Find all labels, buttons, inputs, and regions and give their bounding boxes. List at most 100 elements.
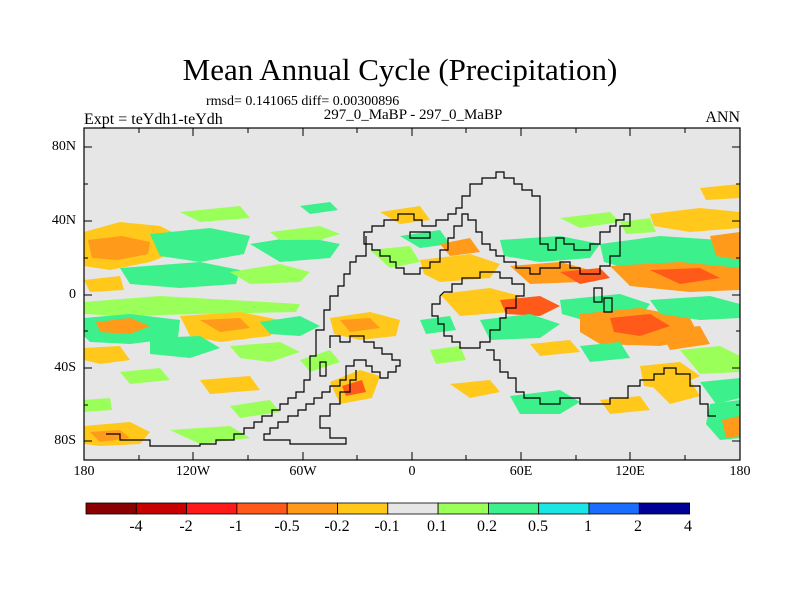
colorbar-box <box>538 502 590 515</box>
anomaly-patch <box>722 416 740 438</box>
anomaly-patch <box>430 346 466 364</box>
anomaly-patch <box>230 342 300 362</box>
anomaly-patch <box>500 236 600 262</box>
anomaly-patch <box>260 316 320 336</box>
land-outline <box>263 335 401 445</box>
colorbar-label: 4 <box>684 518 692 535</box>
anomaly-patch <box>84 296 300 316</box>
colorbar-box <box>186 502 238 515</box>
anomaly-patch <box>530 340 580 356</box>
anomaly-patch <box>84 398 112 412</box>
x-tick-label: 180 <box>729 464 751 479</box>
anomaly-patch <box>270 226 340 240</box>
colorbar-label: -4 <box>129 518 143 535</box>
colorbar-box <box>487 502 540 515</box>
y-tick-label: 40N <box>51 213 76 228</box>
colorbar-label: 0.5 <box>528 518 548 535</box>
anomaly-patch <box>230 400 280 418</box>
anomaly-patch <box>96 318 150 334</box>
anomaly-patch <box>580 342 630 362</box>
anomaly-patch <box>700 184 740 200</box>
anomaly-patch <box>440 288 520 316</box>
anomaly-patch <box>650 380 700 404</box>
colorbar-label: 0.2 <box>477 518 497 535</box>
y-tick-label: 80N <box>51 139 76 154</box>
colorbar-box <box>85 502 137 515</box>
anomaly-patch <box>500 296 560 316</box>
colorbar-label: -2 <box>179 518 193 535</box>
anomaly-patch <box>420 316 456 334</box>
colorbar-label: 1 <box>584 518 592 535</box>
colorbar-label: 0.1 <box>427 518 447 535</box>
anomaly-patch <box>250 236 340 262</box>
x-tick-label: 60W <box>289 464 317 479</box>
colorbar-box <box>437 502 489 515</box>
land-outline <box>409 231 431 239</box>
colorbar-box <box>638 502 690 515</box>
colorbar-box <box>236 502 288 515</box>
anomaly-patch <box>510 390 580 414</box>
anomaly-patch <box>560 212 620 228</box>
anomaly-patch <box>180 206 250 222</box>
anomaly-patch <box>230 264 310 284</box>
x-tick-label: 0 <box>408 464 416 479</box>
anomaly-patch <box>150 228 250 262</box>
anomaly-patches <box>84 184 740 446</box>
anomaly-patch <box>200 376 260 394</box>
colorbar-box <box>135 502 188 515</box>
y-tick-label: 40S <box>54 360 76 375</box>
anomaly-patch <box>370 246 420 268</box>
anomaly-patch <box>88 236 150 260</box>
y-tick-label: 80S <box>54 433 76 448</box>
land-outline <box>431 271 525 349</box>
chart-title: Mean Annual Cycle (Precipitation) <box>182 52 618 87</box>
anomaly-patch <box>620 218 656 234</box>
colorbar-label: -0.5 <box>274 518 300 535</box>
anomaly-patch <box>120 368 170 384</box>
anomaly-patch <box>560 268 610 284</box>
land-outline <box>603 297 613 313</box>
anomaly-patch <box>84 276 124 292</box>
x-tick-label: 180 <box>73 464 95 479</box>
anomaly-patch <box>610 314 670 336</box>
anomaly-patch <box>660 326 710 350</box>
anomaly-patch <box>650 208 740 232</box>
season-label: ANN <box>705 109 740 126</box>
anomaly-patch <box>450 380 500 398</box>
experiment-label: Expt = teYdh1-teYdh <box>84 111 223 128</box>
x-tick-label: 120W <box>175 464 211 479</box>
land-outline <box>106 236 367 447</box>
x-tick-label: 120E <box>615 464 645 479</box>
anomaly-patch <box>300 202 338 214</box>
y-tick-label: 0 <box>69 287 76 302</box>
colorbar-box <box>337 502 389 515</box>
anomaly-patch <box>650 296 740 320</box>
anomaly-patch <box>440 238 480 256</box>
colorbar-label: -0.2 <box>324 518 350 535</box>
x-tick-label: 60E <box>509 464 533 479</box>
subtitle: 297_0_MaBP - 297_0_MaBP <box>323 107 503 123</box>
anomaly-patch <box>84 346 130 364</box>
anomaly-patch <box>400 230 450 248</box>
anomaly-patch <box>700 378 740 404</box>
land-outline <box>593 287 603 303</box>
stats-text: rmsd= 0.141065 diff= 0.00300896 <box>206 94 400 109</box>
anomaly-patch <box>600 396 650 414</box>
anomaly-patch <box>150 336 220 358</box>
colorbar-box <box>588 502 640 515</box>
axis-ticks <box>84 128 740 460</box>
colorbar-label: 2 <box>634 518 642 535</box>
land-outline <box>319 361 327 377</box>
anomaly-patch <box>650 268 720 284</box>
colorbar-box <box>387 502 439 515</box>
colorbar <box>85 502 690 515</box>
colorbar-label: -0.1 <box>374 518 400 535</box>
anomaly-patch <box>200 318 250 332</box>
colorbar-label: -1 <box>229 518 243 535</box>
colorbar-box <box>286 502 338 515</box>
anomaly-patch <box>120 262 240 288</box>
anomaly-patch <box>710 232 740 260</box>
anomaly-patch <box>340 318 380 332</box>
land-outline <box>363 171 631 275</box>
